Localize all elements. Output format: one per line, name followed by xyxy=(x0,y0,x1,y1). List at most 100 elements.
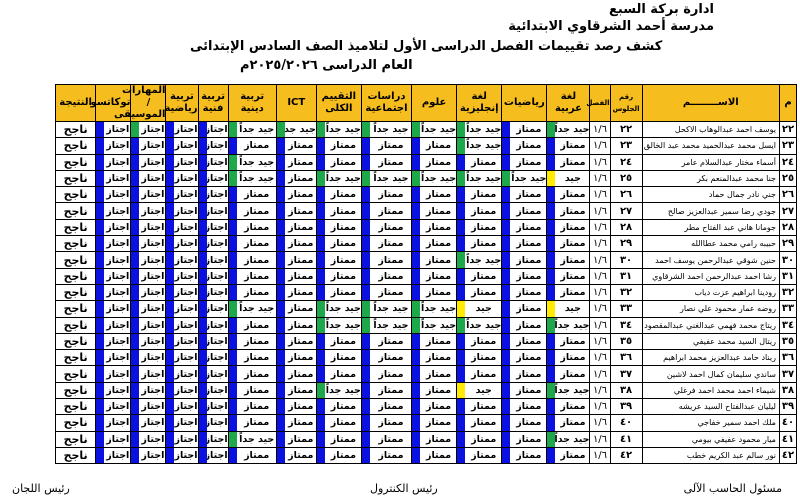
grade-cell: جيد جداً xyxy=(227,430,277,448)
grade-cell: ممتاز xyxy=(275,365,317,383)
grade-color-marker xyxy=(412,432,421,447)
row-number: ٣٩ xyxy=(778,398,798,416)
pass-cell: اجتاز xyxy=(165,218,199,237)
grade-cell: ممتاز xyxy=(315,235,362,253)
grade-cell: ممتاز xyxy=(227,251,277,269)
class-cell: ١/٦ xyxy=(589,218,611,237)
grade-cell: ممتاز xyxy=(411,153,458,171)
grade-color-marker xyxy=(547,448,556,463)
pass-cell: اجتاز xyxy=(165,169,199,188)
grade-cell: ممتاز xyxy=(501,235,548,253)
pass-cell: اجتاز xyxy=(165,283,199,302)
grade-color-marker xyxy=(131,220,140,235)
grade-color-marker xyxy=(166,204,175,219)
grade-color-marker xyxy=(502,415,511,431)
seat-number: ٣٩ xyxy=(609,398,643,416)
row-number: ٣٦ xyxy=(778,349,798,367)
pass-cell: اجتاز xyxy=(197,365,229,383)
grade-color-marker xyxy=(457,171,466,186)
class-cell: ١/٦ xyxy=(589,365,611,383)
grade-color-marker xyxy=(96,318,105,333)
student-name: رشا احمد عبدالرحمن احمد الشرقاوي xyxy=(641,267,780,285)
grade-color-marker xyxy=(502,318,511,333)
pass-cell: اجتاز xyxy=(130,316,167,334)
grade-color-marker xyxy=(199,366,207,382)
column-header: علوم xyxy=(411,84,458,122)
grade-color-marker xyxy=(412,269,421,284)
grade-cell: ممتاز xyxy=(360,202,413,220)
grade-color-marker xyxy=(199,138,207,154)
seat-number: ٣١ xyxy=(609,267,643,285)
grade-cell: ممتاز xyxy=(501,120,548,139)
grade-color-marker xyxy=(547,122,556,137)
grade-color-marker xyxy=(317,285,325,300)
grade-color-marker xyxy=(131,301,140,317)
grade-cell: ممتاز xyxy=(546,332,591,351)
grade-cell: ممتاز xyxy=(315,414,362,432)
table-row: ٤٢ نور سالم عبد الكريم خطب ٤٢ ١/٦ ممتاز ممتاز… xyxy=(54,446,798,465)
column-header: التقييم الكلى xyxy=(315,84,362,122)
grade-cell: ممتاز xyxy=(227,283,277,302)
student-name: ساندي سليمان كمال احمد لاشين xyxy=(641,365,780,383)
pass-cell: اجتاز xyxy=(165,398,199,416)
pass-cell: اجتاز xyxy=(95,283,132,302)
column-header: م xyxy=(778,84,798,122)
grade-cell: جيد جداً xyxy=(360,300,413,318)
grade-color-marker xyxy=(362,252,370,268)
grade-color-marker xyxy=(502,334,511,349)
grade-color-marker xyxy=(166,269,175,284)
pass-cell: اجتاز xyxy=(165,349,199,367)
pass-cell: اجتاز xyxy=(130,137,167,155)
pass-cell: اجتاز xyxy=(197,446,229,465)
grade-cell: جيد جداً xyxy=(411,316,458,334)
table-row: ٣٣ روضه عمار محمود علي نصار ٣٣ ١/٦ جيد ممتاز ج… xyxy=(54,300,798,318)
pass-cell: اجتاز xyxy=(130,235,167,253)
pass-cell: اجتاز xyxy=(130,300,167,318)
table-row: ٣٤ ريتاج محمد فهمي عبدالغني عبدالمقصود ٣٤ ١… xyxy=(54,316,798,334)
grade-color-marker xyxy=(96,220,105,235)
pass-cell: اجتاز xyxy=(95,251,132,269)
grade-color-marker xyxy=(166,155,175,170)
grade-color-marker xyxy=(412,204,421,219)
grade-color-marker xyxy=(199,399,207,414)
grade-color-marker xyxy=(199,171,207,186)
student-name: ميار محمود عفيفي بيومي xyxy=(641,430,780,448)
grade-cell: جيد جداً xyxy=(456,251,503,269)
grade-color-marker xyxy=(96,366,105,382)
grade-color-marker xyxy=(199,383,207,398)
grade-color-marker xyxy=(547,318,556,333)
grade-cell: ممتاز xyxy=(227,446,277,465)
grade-color-marker xyxy=(229,204,237,219)
grade-color-marker xyxy=(317,432,325,447)
grade-cell: ممتاز xyxy=(360,235,413,253)
header-row: م الاســــــــم رقم الجلوس الفصل لغة عربية ري… xyxy=(54,84,798,122)
grade-cell: ممتاز xyxy=(546,137,591,155)
class-cell: ١/٦ xyxy=(589,316,611,334)
grade-color-marker xyxy=(199,432,207,447)
grade-color-marker xyxy=(166,171,175,186)
pass-cell: اجتاز xyxy=(165,414,199,432)
row-number: ٢٩ xyxy=(778,235,798,253)
table-row: ٢٥ جنا محمد عبدالمنعم بكر ٢٥ ١/٦ جيد جيد جداً… xyxy=(54,169,798,188)
grade-color-marker xyxy=(277,122,285,137)
grade-color-marker xyxy=(362,383,370,398)
student-name: ريناد حامد عبدالعزيز محمد ابراهيم xyxy=(641,349,780,367)
grade-color-marker xyxy=(166,301,175,317)
administration-name: ادارة بركة السبع xyxy=(609,2,714,17)
grade-cell: ممتاز xyxy=(275,153,317,171)
pass-cell: اجتاز xyxy=(95,153,132,171)
row-number: ٣٤ xyxy=(778,316,798,334)
result-cell: ناجح xyxy=(54,365,97,383)
student-name: حبيبه رامي محمد عطاالله xyxy=(641,235,780,253)
grade-color-marker xyxy=(362,187,370,202)
grade-cell: ممتاز xyxy=(360,251,413,269)
table-row: ٣٠ حنين شوقي عبدالرحمن يوسف احمد ٣٠ ١/٦ ممتا… xyxy=(54,251,798,269)
grade-cell: ممتاز xyxy=(456,218,503,237)
grade-color-marker xyxy=(547,204,556,219)
grade-color-marker xyxy=(412,220,421,235)
pass-cell: اجتاز xyxy=(130,153,167,171)
grade-color-marker xyxy=(362,236,370,251)
pass-cell: اجتاز xyxy=(130,186,167,204)
grades-table: م الاســــــــم رقم الجلوس الفصل لغة عربية ري… xyxy=(54,84,798,465)
grade-cell: ممتاز xyxy=(360,446,413,465)
